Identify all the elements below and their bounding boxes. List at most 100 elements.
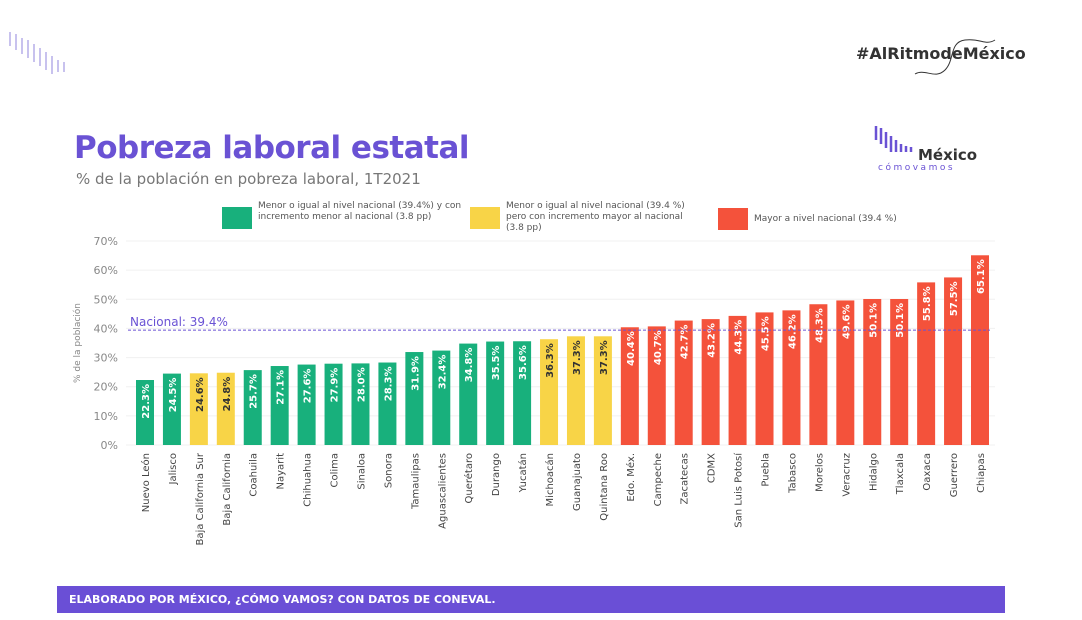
data-label: 34.8% — [464, 348, 475, 383]
x-tick-label: Colima — [330, 453, 341, 488]
bar — [782, 310, 801, 445]
bar — [755, 312, 774, 445]
x-tick-label: Edo. Méx. — [625, 453, 637, 502]
bar — [593, 336, 612, 445]
bar — [620, 327, 639, 445]
data-label: 49.6% — [841, 304, 852, 339]
bar — [971, 255, 989, 445]
legend-swatch-red — [718, 208, 748, 230]
legend-item-yellow: Menor o igual al nivel nacional (39.4 %)… — [470, 201, 690, 234]
data-label: 40.4% — [626, 331, 637, 366]
corner-decoration-icon — [9, 32, 65, 74]
data-label: 57.5% — [949, 281, 960, 316]
bar — [324, 363, 343, 445]
x-tick-label: Hidalgo — [868, 453, 879, 491]
x-tick-label: Michoacán — [544, 453, 556, 506]
y-tick-label: 20% — [94, 381, 118, 394]
y-tick-label: 10% — [94, 410, 118, 423]
bar — [540, 339, 559, 445]
data-label: 45.5% — [761, 316, 772, 351]
data-label: 27.1% — [276, 370, 287, 405]
bar — [216, 372, 235, 445]
hashtag: #AlRitmodeMéxico — [856, 44, 1026, 63]
logo-word: México — [918, 146, 978, 164]
chart-title: Pobreza laboral estatal — [74, 130, 470, 166]
data-label: 22.3% — [141, 384, 152, 419]
bar — [189, 373, 208, 445]
x-tick-label: Tamaulipas — [410, 453, 421, 510]
data-label: 50.1% — [895, 303, 906, 338]
x-tick-label: Aguascalientes — [437, 453, 448, 529]
hashtag-swirl-icon — [914, 39, 996, 75]
x-tick-label: Zacatecas — [680, 453, 691, 505]
data-label: 28.3% — [383, 367, 394, 402]
data-label: 32.4% — [437, 355, 448, 390]
data-label: 65.1% — [976, 259, 987, 294]
x-tick-label: Baja California Sur — [195, 452, 206, 545]
y-tick-label: 30% — [94, 352, 118, 365]
mexico-como-vamos-logo — [874, 126, 913, 152]
bar — [513, 341, 532, 445]
x-tick-label: Jalisco — [168, 453, 179, 485]
bar — [809, 304, 828, 445]
data-label: 42.7% — [680, 325, 691, 360]
bar — [486, 341, 505, 445]
bar — [674, 320, 693, 445]
bar — [432, 350, 451, 445]
data-label: 46.2% — [787, 314, 798, 349]
reference-line-label: Nacional: 39.4% — [130, 315, 228, 329]
legend-swatch-green — [222, 207, 252, 229]
x-tick-label: Sonora — [383, 453, 394, 488]
x-tick-label: Chiapas — [976, 453, 987, 493]
bar — [378, 362, 397, 445]
bar — [836, 300, 855, 445]
bar — [270, 366, 289, 445]
data-label: 48.3% — [814, 308, 825, 343]
y-tick-label: 70% — [94, 235, 118, 248]
x-tick-label: Campeche — [653, 453, 664, 506]
x-tick-label: Yucatán — [517, 453, 529, 493]
y-axis-label: % de la población — [72, 303, 83, 383]
x-tick-label: Chihuahua — [303, 453, 314, 507]
bar — [944, 277, 963, 445]
y-tick-label: 50% — [94, 293, 118, 306]
x-tick-label: Querétaro — [463, 453, 475, 503]
bar — [405, 352, 424, 445]
y-tick-label: 0% — [101, 439, 118, 452]
legend-item-green: Menor o igual al nivel nacional (39.4%) … — [222, 201, 462, 229]
logo-subword: cómovamos — [878, 163, 956, 173]
data-label: 24.8% — [222, 377, 233, 412]
bar — [243, 370, 262, 445]
data-label: 37.3% — [599, 340, 610, 375]
bar — [728, 315, 747, 445]
x-tick-label: Sinaloa — [356, 453, 367, 490]
x-tick-label: Nuevo León — [140, 453, 152, 512]
x-tick-label: Baja California — [222, 453, 233, 526]
bar — [863, 298, 882, 445]
chart-subtitle: % de la población en pobreza laboral, 1T… — [76, 170, 421, 188]
legend-label: Mayor a nivel nacional (39.4 %) — [754, 213, 897, 224]
data-label: 43.2% — [707, 323, 718, 358]
x-tick-label: San Luis Potosí — [733, 452, 745, 528]
data-label: 35.6% — [518, 345, 529, 380]
x-tick-label: Guanajuato — [572, 453, 583, 511]
x-tick-label: Coahuila — [249, 453, 260, 497]
data-label: 36.3% — [545, 343, 556, 378]
x-tick-label: Puebla — [761, 453, 772, 487]
x-tick-label: Morelos — [814, 453, 825, 492]
data-label: 31.9% — [410, 356, 421, 391]
legend-label: Menor o igual al nivel nacional (39.4%) … — [258, 201, 462, 222]
data-label: 27.6% — [303, 369, 314, 404]
x-tick-label: Tlaxcala — [895, 453, 906, 495]
data-label: 24.5% — [168, 378, 179, 413]
x-tick-label: Tabasco — [787, 453, 798, 494]
bar — [890, 298, 909, 445]
x-tick-label: Guerrero — [949, 453, 960, 497]
bar — [647, 326, 666, 445]
data-label: 24.6% — [195, 377, 206, 412]
data-label: 44.3% — [734, 320, 745, 355]
data-label: 55.8% — [922, 286, 933, 321]
x-tick-label: Veracruz — [841, 453, 852, 497]
bar — [136, 380, 154, 445]
